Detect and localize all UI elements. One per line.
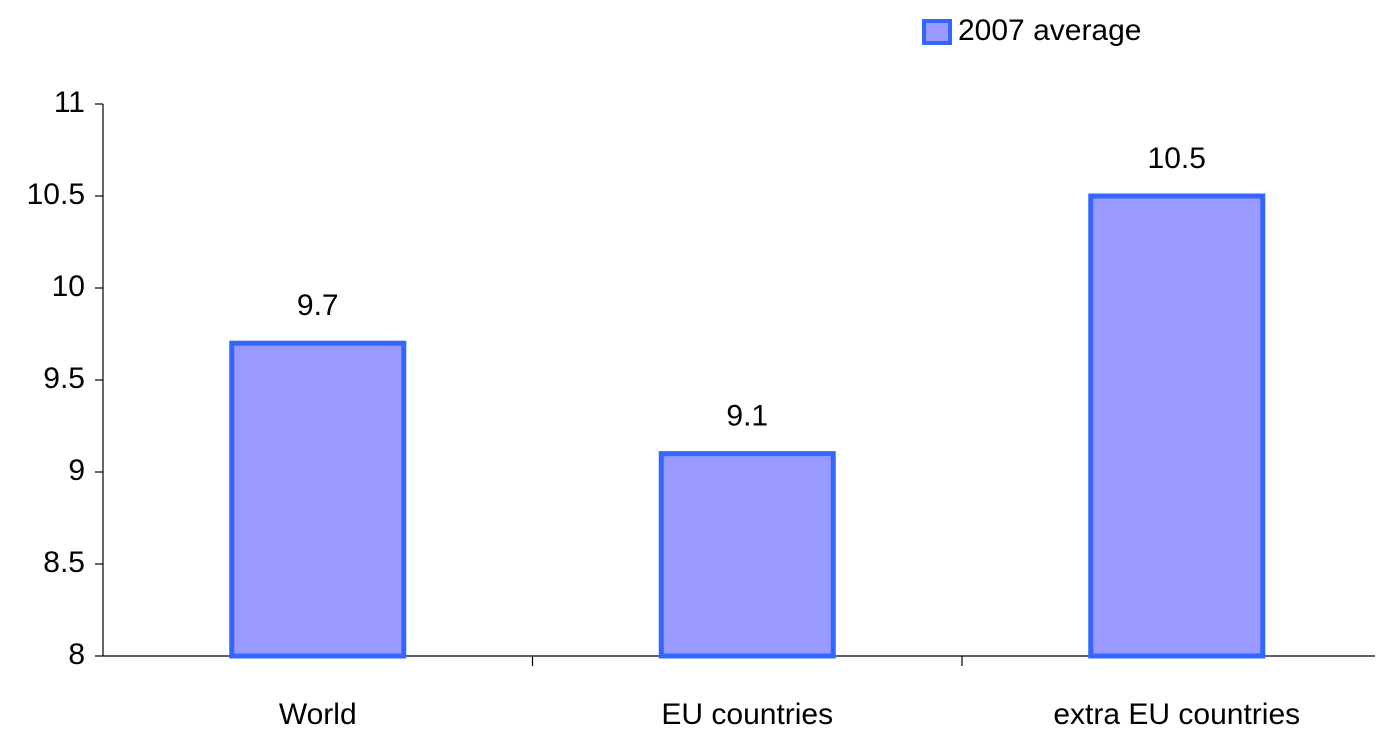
y-tick-label: 9.5 bbox=[43, 362, 85, 395]
bar bbox=[229, 340, 407, 659]
x-tick-label: World bbox=[279, 698, 357, 729]
x-tick-label: EU countries bbox=[661, 698, 833, 729]
y-tick-label: 10 bbox=[52, 270, 85, 303]
value-label: 10.5 bbox=[1148, 142, 1206, 175]
y-tick-label: 9 bbox=[68, 454, 85, 487]
bar bbox=[658, 451, 836, 659]
y-tick-label: 8.5 bbox=[43, 546, 85, 579]
legend-swatch bbox=[922, 19, 952, 45]
y-tick-label: 11 bbox=[54, 86, 85, 119]
y-tick-label: 10.5 bbox=[27, 178, 85, 211]
value-label: 9.1 bbox=[726, 400, 768, 433]
y-tick-label: 8 bbox=[68, 638, 85, 671]
x-tick-label: extra EU countries bbox=[1053, 698, 1300, 729]
bar bbox=[1088, 193, 1266, 659]
value-label: 9.7 bbox=[297, 289, 339, 322]
legend-label: 2007 average bbox=[958, 14, 1142, 47]
